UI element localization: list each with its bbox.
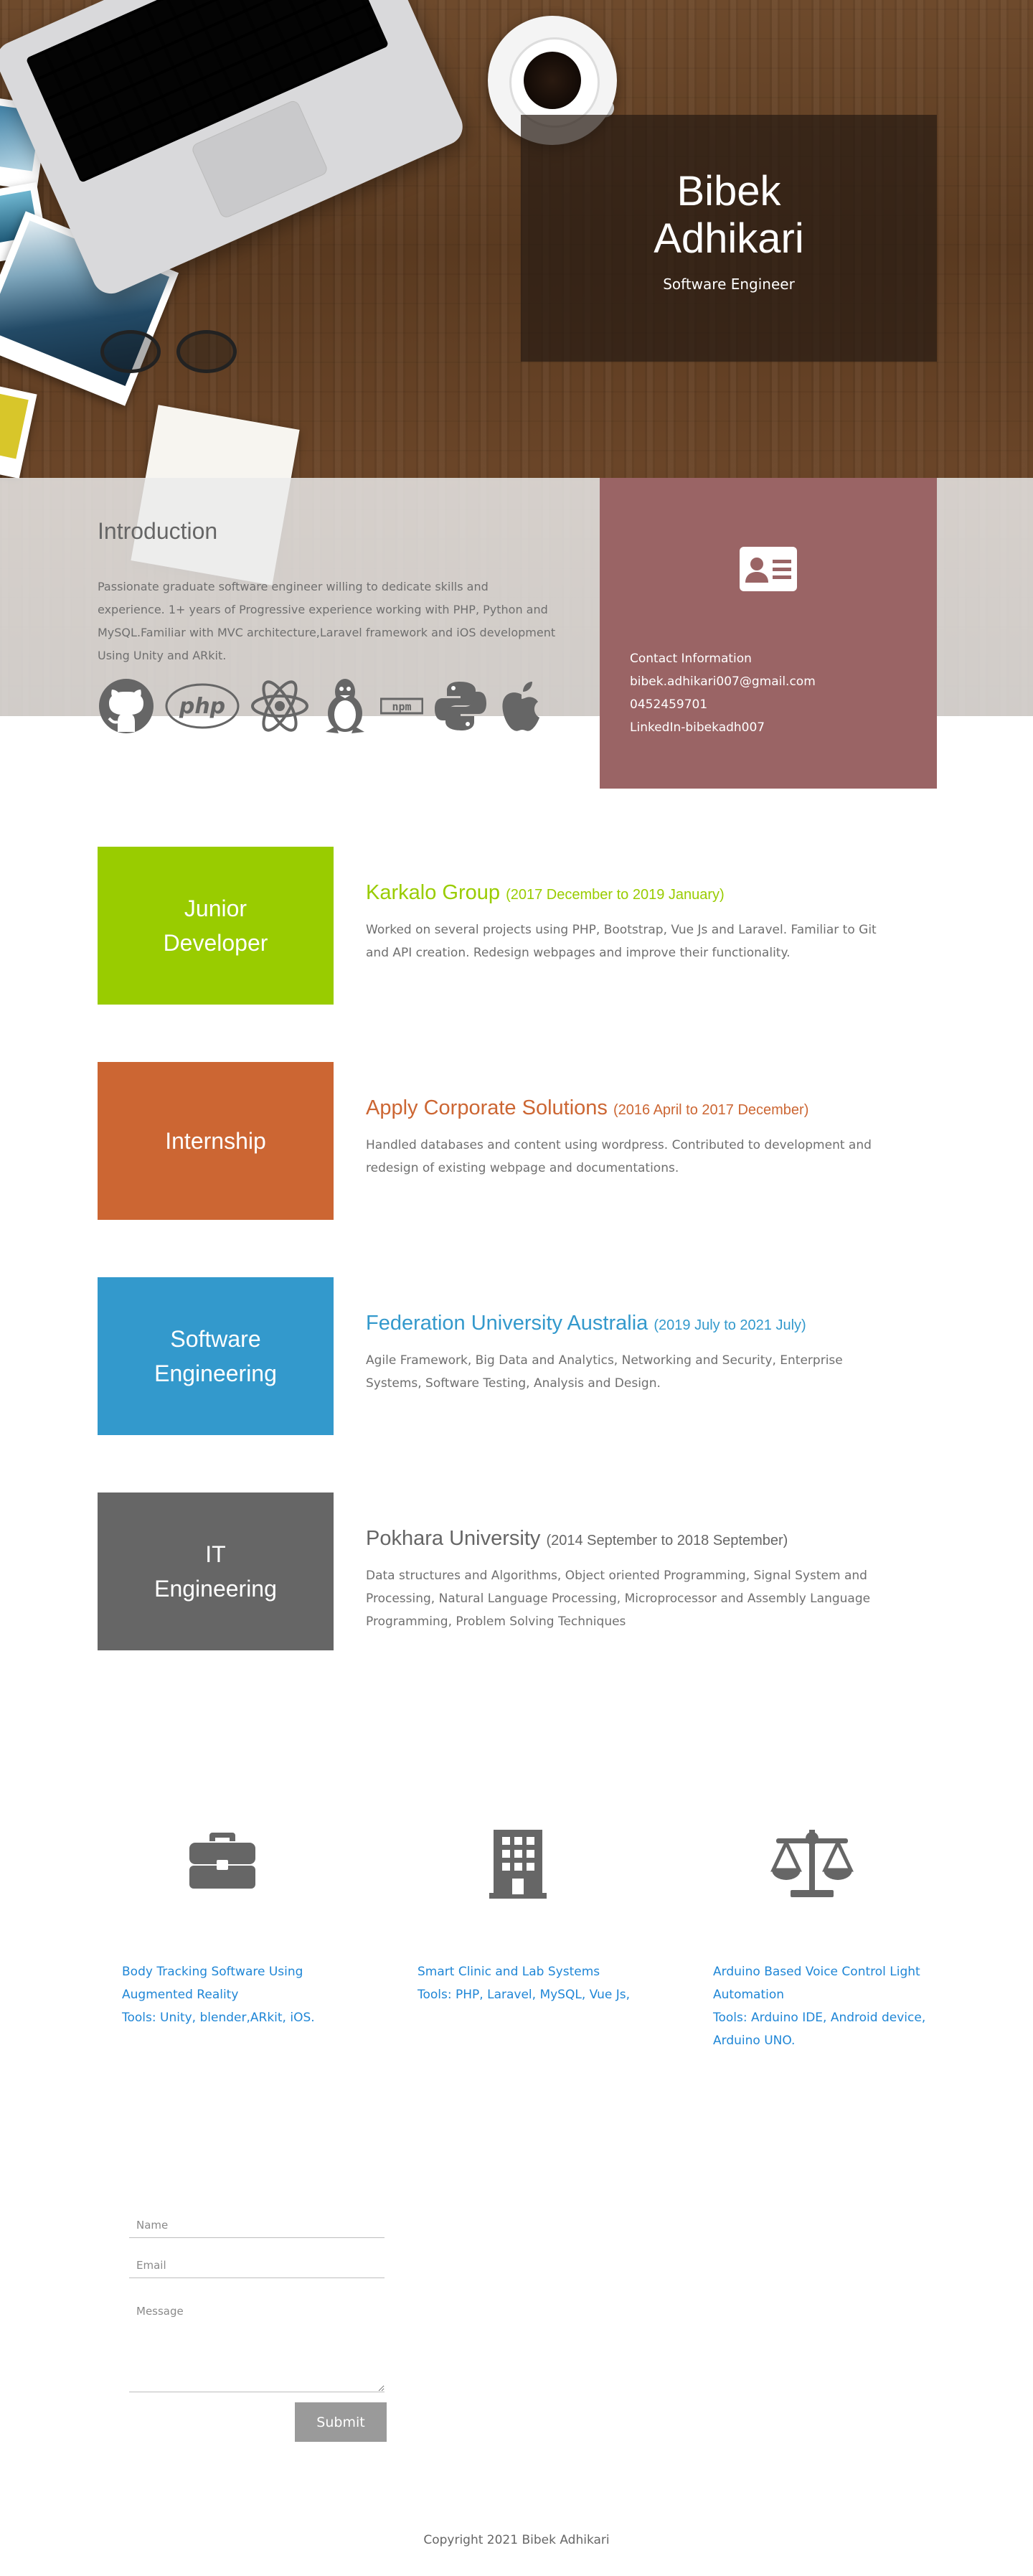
balance-scale-icon: [770, 1830, 854, 1902]
intro-title: Introduction: [98, 518, 218, 544]
npm-icon: npm: [379, 695, 424, 720]
experience-description: Agile Framework, Big Data and Analytics,…: [366, 1353, 843, 1391]
experience-item-federation: Software Engineering Federation Universi…: [98, 1277, 937, 1435]
linux-icon: [320, 676, 370, 739]
sunglasses-image: [100, 330, 237, 373]
project-tools: Tools: PHP, Laravel, MySQL, Vue Js,: [418, 1988, 631, 2002]
hero-role: Software Engineer: [663, 276, 795, 293]
php-icon: php: [165, 682, 240, 733]
footer-copyright: Copyright 2021 Bibek Adhikari: [423, 2533, 610, 2547]
company-name: Apply Corporate Solutions: [366, 1096, 608, 1119]
contact-title: Contact Information: [630, 652, 752, 666]
project-text: Body Tracking Software Using Augmented R…: [122, 1960, 337, 2029]
contact-phone[interactable]: 0452459701: [630, 697, 708, 712]
date-range: (2017 December to 2019 January): [506, 887, 725, 903]
experience-heading: Apply Corporate Solutions (2016 April to…: [366, 1096, 808, 1120]
experience-tile: Software Engineering: [98, 1277, 334, 1435]
date-range: (2014 September to 2018 September): [546, 1533, 788, 1548]
date-range: (2016 April to 2017 December): [613, 1102, 809, 1118]
tech-icons-row: php npm: [98, 679, 545, 736]
email-field[interactable]: [129, 2253, 385, 2278]
company-name: Pokhara University: [366, 1527, 541, 1550]
svg-text:php: php: [179, 694, 225, 719]
photo-print: [0, 382, 37, 479]
building-icon: [489, 1830, 547, 1902]
project-title: Body Tracking Software Using Augmented R…: [122, 1965, 303, 2002]
experience-heading: Karkalo Group (2017 December to 2019 Jan…: [366, 881, 725, 905]
experience-description: Data structures and Algorithms, Object o…: [366, 1569, 871, 1629]
contact-card-icon: [740, 547, 797, 594]
experience-tile: Internship: [98, 1062, 334, 1220]
company-name: Karkalo Group: [366, 881, 500, 904]
name-field[interactable]: [129, 2213, 385, 2238]
company-name: Federation University Australia: [366, 1312, 648, 1335]
project-tools: Tools: Arduino IDE, Android device, Ardu…: [713, 2011, 926, 2048]
experience-heading: Pokhara University (2014 September to 20…: [366, 1527, 788, 1551]
experience-description: Worked on several projects using PHP, Bo…: [366, 923, 877, 960]
project-text: Arduino Based Voice Control Light Automa…: [713, 1960, 928, 2052]
apple-icon: [498, 679, 545, 736]
experience-description: Handled databases and content using word…: [366, 1138, 872, 1175]
date-range: (2019 July to 2021 July): [654, 1317, 806, 1333]
intro-text: Passionate graduate software engineer wi…: [98, 580, 556, 662]
project-title: Arduino Based Voice Control Light Automa…: [713, 1965, 920, 2002]
project-title: Smart Clinic and Lab Systems: [418, 1965, 600, 1979]
briefcase-icon: [188, 1830, 257, 1893]
project-tools: Tools: Unity, blender,ARkit, iOS.: [122, 2011, 315, 2025]
github-icon: [98, 677, 155, 738]
experience-item-karkalo: Junior Developer Karkalo Group (2017 Dec…: [98, 847, 937, 1005]
contact-email[interactable]: bibek.adhikari007@gmail.com: [630, 674, 816, 689]
submit-button[interactable]: Submit: [295, 2402, 387, 2442]
message-field[interactable]: [129, 2299, 385, 2392]
experience-heading: Federation University Australia (2019 Ju…: [366, 1312, 806, 1335]
project-text: Smart Clinic and Lab Systems Tools: PHP,…: [418, 1960, 633, 2006]
hero-title-box: Bibek Adhikari Software Engineer: [521, 115, 937, 362]
experience-item-apply: Internship Apply Corporate Solutions (20…: [98, 1062, 937, 1220]
python-icon: [433, 679, 488, 736]
contact-info-card: Contact Information bibek.adhikari007@gm…: [600, 478, 937, 789]
experience-tile: Junior Developer: [98, 847, 334, 1005]
experience-tile: IT Engineering: [98, 1493, 334, 1650]
svg-text:npm: npm: [392, 700, 411, 713]
contact-linkedin[interactable]: LinkedIn-bibekadh007: [630, 720, 765, 735]
hero-name: Bibek Adhikari: [654, 168, 804, 262]
experience-item-pokhara: IT Engineering Pokhara University (2014 …: [98, 1493, 937, 1650]
react-icon: [250, 679, 310, 736]
